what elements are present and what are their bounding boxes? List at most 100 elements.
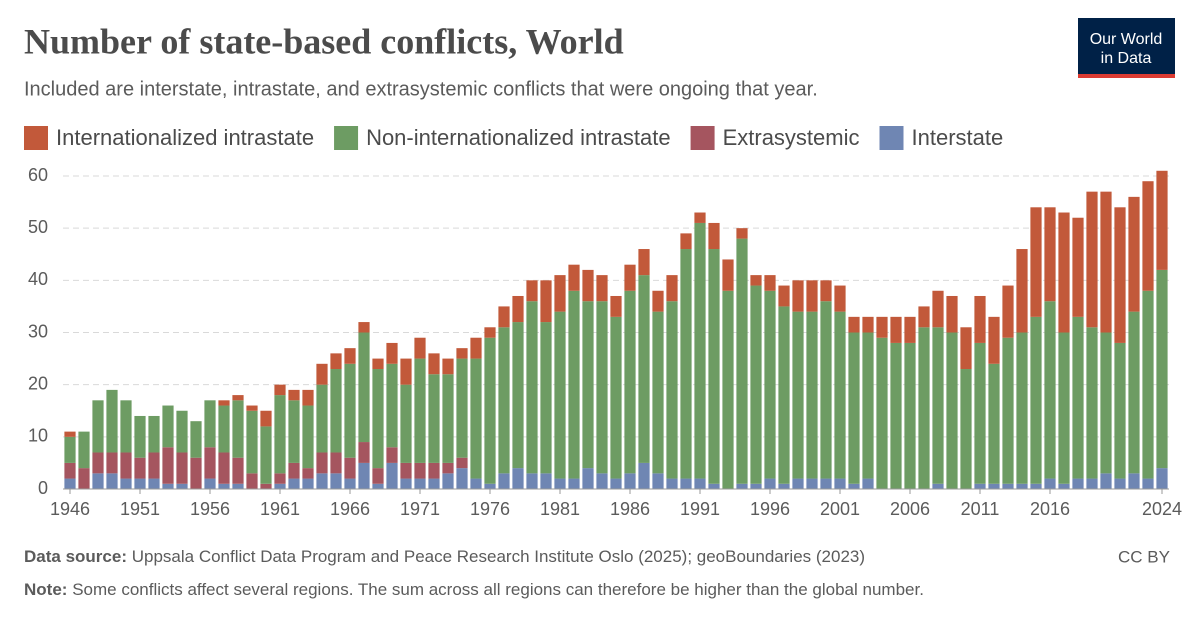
bar-segment (274, 473, 286, 484)
bar-segment (358, 442, 370, 463)
bar-segment (890, 342, 902, 489)
bar-segment (1002, 483, 1014, 489)
bar-segment (260, 483, 272, 489)
legend-swatch (334, 126, 359, 150)
bar-segment (456, 358, 468, 458)
bar-segment (1156, 468, 1168, 489)
bar-segment (372, 358, 384, 370)
bar-segment (92, 473, 104, 489)
bar-segment (288, 478, 300, 489)
bar-segment (302, 478, 314, 489)
bar-segment (372, 369, 384, 469)
logo-stripe (1078, 74, 1175, 78)
bar-segment (148, 452, 160, 479)
x-tick-label: 1996 (750, 499, 790, 519)
bar-segment (204, 447, 216, 479)
bar-segment (288, 462, 300, 479)
bar-segment (190, 421, 202, 458)
bar-segment (218, 400, 230, 406)
bar-segment (540, 280, 552, 323)
bar-segment (582, 301, 594, 469)
bar-segment (694, 222, 706, 479)
y-tick-label: 0 (38, 478, 48, 498)
bar-segment (582, 468, 594, 489)
bar-segment (638, 462, 650, 489)
bar-segment (274, 483, 286, 489)
bar-segment (652, 311, 664, 474)
bar-segment (232, 457, 244, 484)
bar-segment (120, 478, 132, 489)
bar-segment (778, 285, 790, 307)
bar-segment (372, 483, 384, 489)
bar-segment (708, 222, 720, 250)
bar-segment (750, 483, 762, 489)
bar-segment (1002, 337, 1014, 484)
bar-segment (414, 358, 426, 463)
bar-segment (806, 478, 818, 489)
bar-segment (512, 322, 524, 469)
bar-segment (820, 280, 832, 302)
bar-segment (120, 452, 132, 479)
bar-segment (1142, 478, 1154, 489)
bar-segment (750, 285, 762, 484)
bar-segment (218, 405, 230, 453)
bar-segment (246, 473, 258, 489)
bar-segment (246, 410, 258, 474)
bar-segment (442, 462, 454, 474)
bar-segment (64, 431, 76, 437)
bar-segment (232, 483, 244, 489)
bar-segment (274, 395, 286, 474)
bar-segment (92, 452, 104, 474)
bar-segment (78, 431, 90, 469)
bar-segment (400, 358, 412, 385)
bar-segment (1086, 478, 1098, 489)
bar-segment (652, 290, 664, 312)
bar-segment (176, 452, 188, 484)
bar-segment (1128, 473, 1140, 489)
bar-segment (708, 483, 720, 489)
bar-segment (442, 358, 454, 375)
bar-segment (246, 405, 258, 411)
bar-segment (344, 457, 356, 479)
bar-segment (1058, 483, 1070, 489)
bar-segment (988, 363, 1000, 484)
legend-swatch (879, 126, 904, 150)
bar-segment (64, 436, 76, 463)
bar-segment (540, 322, 552, 474)
bar-segment (722, 259, 734, 291)
bar-segment (554, 311, 566, 479)
bar-segment (960, 369, 972, 489)
x-tick-label: 2011 (961, 499, 1000, 519)
bar-segment (1114, 207, 1126, 343)
bar-segment (918, 327, 930, 489)
bar-segment (414, 478, 426, 489)
legend-swatch (24, 126, 48, 150)
bar-segment (512, 468, 524, 489)
note-label: Note: (24, 580, 67, 599)
bar-segment (134, 478, 146, 489)
bar-segment (162, 447, 174, 484)
y-tick-label: 20 (28, 373, 48, 393)
note: Note: Some conflicts affect several regi… (24, 580, 924, 599)
bar-segment (386, 447, 398, 463)
bar-segment (330, 353, 342, 370)
bar-segment (92, 400, 104, 453)
bar-segment (554, 275, 566, 312)
x-tick-label: 1956 (190, 499, 230, 519)
legend-swatch (690, 126, 715, 150)
logo-text: Our World (1090, 31, 1163, 48)
bar-segment (554, 478, 566, 489)
x-tick-label: 1966 (330, 499, 370, 519)
bar-segment (610, 478, 622, 489)
bar-segment (302, 405, 314, 469)
bar-segment (862, 332, 874, 479)
bar-segment (624, 264, 636, 291)
y-tick-label: 30 (28, 321, 48, 341)
bar-segment (806, 311, 818, 479)
bar-segment (162, 483, 174, 489)
bar-segment (456, 348, 468, 359)
bar-segment (722, 290, 734, 489)
bar-segment (750, 275, 762, 286)
bar-segment (540, 473, 552, 489)
